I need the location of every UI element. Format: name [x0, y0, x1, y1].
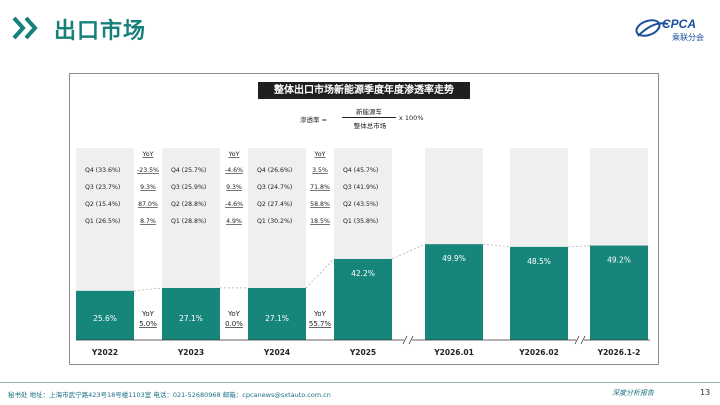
axis-break-mark — [580, 335, 586, 345]
bar-Y2026.01 — [425, 244, 483, 340]
logo-text: CPCA — [662, 17, 697, 31]
x-tick-label: Y2023 — [177, 348, 204, 357]
footer-contact: 秘书处 地址：上海市武宁路423号18号楼1103室 电话：021-526809… — [8, 391, 331, 399]
yoy-column-header: YoY — [141, 150, 153, 158]
quarter-yoy-value: 18.5% — [310, 218, 330, 225]
quarter-share-label: Q1 (26.5%) — [85, 218, 120, 225]
cpca-logo-icon — [635, 19, 669, 37]
axis-break-mark — [408, 335, 414, 345]
bar-value-label: 48.5% — [527, 257, 551, 266]
quarter-yoy-value: 87.0% — [138, 201, 158, 208]
quarter-yoy-value: 4.9% — [226, 218, 242, 225]
bar-value-label: 27.1% — [179, 314, 203, 323]
bar-Y2023 — [162, 287, 220, 340]
trend-connector — [133, 287, 163, 292]
quarter-share-label: Q1 (30.2%) — [257, 218, 292, 225]
quarter-share-label: Q2 (15.4%) — [85, 201, 120, 208]
bar-value-label: 49.2% — [607, 256, 631, 265]
quarter-share-label: Q2 (28.8%) — [171, 201, 206, 208]
formula-numerator: 新能源车 — [356, 108, 382, 116]
bar-yoy-label: YoY — [227, 310, 241, 318]
quarter-share-label: Q3 (23.7%) — [85, 184, 120, 191]
page-number: 13 — [700, 388, 711, 397]
chart-title: 整体出口市场新能源季度年度渗透率走势 — [258, 82, 470, 99]
quarter-share-label: Q1 (35.8%) — [343, 218, 378, 225]
bar-yoy-value: 5.0% — [139, 320, 157, 328]
quarter-yoy-value: -4.6% — [225, 167, 243, 174]
quarter-share-label: Q3 (24.7%) — [257, 184, 292, 191]
bar-Y2024 — [248, 287, 306, 340]
quarter-share-label: Q2 (27.4%) — [257, 201, 292, 208]
x-tick-label: Y2026.1-2 — [597, 348, 641, 357]
trend-connector — [391, 243, 426, 260]
x-tick-label: Y2026.02 — [518, 348, 559, 357]
quarter-yoy-value: 3.5% — [312, 167, 328, 174]
formula-denominator: 整体总市场 — [353, 122, 387, 130]
x-tick-label: Y2025 — [349, 348, 376, 357]
quarter-yoy-value: 58.8% — [310, 201, 330, 208]
quarter-share-label: Q1 (28.8%) — [171, 218, 206, 225]
logo-subtext: 乘联分会 — [672, 33, 704, 42]
yoy-column-header: YoY — [313, 150, 325, 158]
axis-break-mark — [574, 335, 580, 345]
axis-break-mark — [402, 335, 408, 345]
trend-connector — [482, 243, 511, 248]
trend-connector — [567, 245, 591, 248]
quarter-yoy-value: 9.3% — [140, 184, 156, 191]
axis-break-gap — [404, 336, 412, 344]
bar-value-label: 49.9% — [442, 254, 466, 263]
bar-yoy-label: YoY — [313, 310, 327, 318]
footer-report-label: 深度分析报告 — [612, 389, 654, 397]
quarter-share-label: Q3 (25.9%) — [171, 184, 206, 191]
quarter-share-label: Q2 (43.5%) — [343, 201, 378, 208]
chart-frame — [69, 73, 659, 365]
quarter-share-label: Q4 (25.7%) — [171, 167, 206, 174]
bar-Y2026.02 — [510, 246, 568, 340]
quarter-yoy-value: 8.7% — [140, 218, 156, 225]
bar-value-label: 25.6% — [93, 314, 117, 323]
bar-yoy-value: 0.0% — [225, 320, 243, 328]
x-tick-label: Y2026.01 — [433, 348, 474, 357]
formula-fraction-line — [342, 117, 396, 118]
x-tick-label: Y2022 — [91, 348, 118, 357]
bar-Y2026.1-2 — [590, 245, 648, 340]
bar-Y2025 — [334, 258, 392, 340]
page-title: 出口市场 — [54, 19, 147, 44]
quarter-yoy-value: 9.3% — [226, 184, 242, 191]
quarter-yoy-value: 71.8% — [310, 184, 330, 191]
trend-connector — [305, 258, 335, 289]
quarter-share-label: Q4 (26.6%) — [257, 167, 292, 174]
bar-value-label: 27.1% — [265, 314, 289, 323]
quarter-share-label: Q3 (41.9%) — [343, 184, 378, 191]
footer-divider — [0, 382, 720, 383]
quarter-yoy-value: -23.5% — [137, 167, 159, 174]
formula-rhs: x 100% — [399, 114, 424, 122]
quarter-share-label: Q4 (33.6%) — [85, 167, 120, 174]
bar-value-label: 42.2% — [351, 269, 375, 278]
penetration-formula: 渗透率 = 新能源车 整体总市场 x 100% — [300, 105, 430, 131]
quarter-yoy-value: -4.6% — [225, 201, 243, 208]
quarter-share-label: Q4 (45.7%) — [343, 167, 378, 174]
formula-lhs: 渗透率 = — [300, 116, 328, 124]
bar-yoy-value: 55.7% — [309, 320, 332, 328]
x-tick-label: Y2024 — [263, 348, 290, 357]
bar-yoy-label: YoY — [141, 310, 155, 318]
axis-break-gap — [576, 336, 584, 344]
yoy-column-header: YoY — [227, 150, 239, 158]
double-chevron-icon — [12, 16, 38, 40]
bar-Y2022 — [76, 290, 134, 340]
